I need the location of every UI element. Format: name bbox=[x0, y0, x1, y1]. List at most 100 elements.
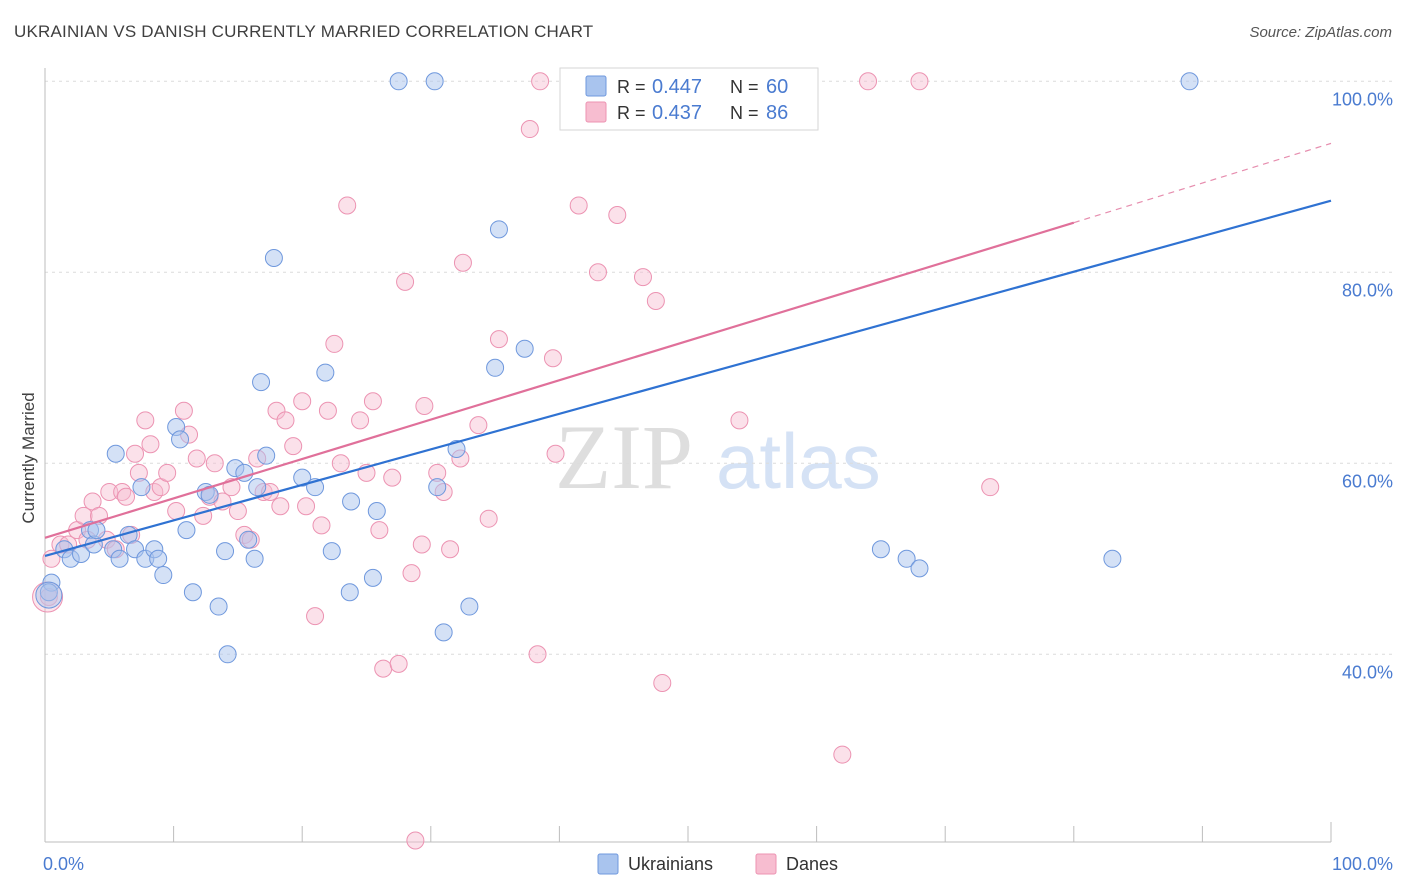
danes-point bbox=[383, 468, 402, 487]
legend-r-value-ukrainians: 0.447 bbox=[652, 76, 702, 98]
ukrainians-point bbox=[460, 597, 479, 616]
ukrainians-points bbox=[35, 72, 1199, 664]
danes-point bbox=[100, 482, 119, 501]
ukrainians-point bbox=[183, 583, 202, 602]
ukrainians-point bbox=[264, 248, 283, 267]
bottom-legend-danes: Danes bbox=[786, 854, 838, 874]
danes-point bbox=[141, 435, 160, 454]
danes-point bbox=[653, 673, 672, 692]
x-tick-label: 100.0% bbox=[1332, 854, 1393, 874]
danes-trend-extension bbox=[1073, 142, 1332, 224]
danes-point bbox=[402, 564, 421, 583]
danes-point bbox=[469, 416, 488, 435]
ukrainians-point bbox=[428, 478, 447, 497]
ukrainians-point bbox=[257, 446, 276, 465]
ukrainians-point bbox=[363, 568, 382, 587]
x-tick-labels: 0.0% 100.0% bbox=[43, 854, 1393, 874]
danes-point bbox=[374, 659, 393, 678]
y-tick-label: 100.0% bbox=[1332, 89, 1393, 109]
ukrainians-point bbox=[447, 439, 466, 458]
danes-point bbox=[633, 268, 652, 287]
ukrainians-point bbox=[239, 530, 258, 549]
danes-point bbox=[981, 478, 1000, 497]
x-tick-label: 0.0% bbox=[43, 854, 84, 874]
danes-point bbox=[479, 509, 498, 528]
legend-n-value-danes: 86 bbox=[766, 102, 788, 124]
danes-point bbox=[406, 831, 425, 850]
legend-n-value-ukrainians: 60 bbox=[766, 76, 788, 98]
series-legend: Ukrainians Danes bbox=[597, 853, 838, 875]
legend-swatch-ukrainians bbox=[585, 75, 607, 97]
danes-point bbox=[730, 411, 749, 430]
bottom-legend-swatch-danes bbox=[755, 853, 777, 875]
danes-point bbox=[370, 521, 389, 540]
danes-point bbox=[528, 645, 547, 664]
legend-n-label-ukrainians: N = bbox=[730, 77, 759, 97]
danes-point bbox=[412, 535, 431, 554]
danes-point bbox=[859, 72, 878, 91]
ukrainians-point bbox=[871, 540, 890, 559]
ukrainians-point bbox=[434, 623, 453, 642]
axes bbox=[44, 68, 1332, 843]
danes-point bbox=[318, 401, 337, 420]
ukrainians-trend-line bbox=[44, 199, 1332, 557]
danes-point bbox=[833, 745, 852, 764]
ukrainians-point bbox=[342, 492, 361, 511]
danes-point bbox=[569, 196, 588, 215]
danes-point bbox=[389, 654, 408, 673]
ukrainians-point bbox=[389, 72, 408, 91]
ukrainians-point bbox=[340, 583, 359, 602]
danes-point bbox=[205, 454, 224, 473]
danes-point bbox=[396, 272, 415, 291]
danes-point bbox=[284, 437, 303, 456]
correlation-legend: R = 0.447 N = 60 R = 0.437 N = 86 bbox=[559, 67, 819, 131]
ukrainians-point bbox=[209, 597, 228, 616]
y-tick-label: 60.0% bbox=[1342, 471, 1393, 491]
ukrainians-point bbox=[216, 542, 235, 561]
danes-trend-line bbox=[44, 221, 1075, 539]
danes-point bbox=[276, 411, 295, 430]
danes-point bbox=[608, 206, 627, 224]
trend-lines bbox=[44, 142, 1332, 557]
legend-r-value-danes: 0.437 bbox=[652, 102, 702, 124]
ukrainians-point bbox=[171, 430, 190, 449]
ukrainians-point bbox=[110, 549, 129, 568]
danes-point bbox=[415, 397, 434, 415]
danes-point bbox=[271, 497, 290, 516]
ukrainians-point bbox=[515, 339, 534, 358]
gridlines bbox=[45, 80, 1392, 655]
ukrainians-point bbox=[367, 502, 386, 521]
danes-point bbox=[174, 401, 193, 420]
ukrainians-point-large bbox=[35, 581, 63, 609]
ukrainians-point bbox=[425, 72, 444, 91]
ukrainians-point bbox=[132, 478, 151, 497]
danes-point bbox=[646, 291, 665, 310]
ukrainians-point bbox=[149, 549, 168, 568]
danes-point bbox=[338, 196, 357, 215]
danes-point bbox=[588, 263, 607, 282]
danes-point bbox=[312, 516, 331, 535]
danes-point bbox=[267, 401, 286, 420]
danes-point bbox=[136, 411, 155, 430]
danes-point bbox=[297, 497, 316, 516]
danes-point bbox=[363, 392, 382, 411]
ukrainians-point bbox=[293, 468, 312, 487]
danes-point bbox=[117, 487, 136, 506]
chart-title: UKRAINIAN VS DANISH CURRENTLY MARRIED CO… bbox=[14, 22, 594, 41]
ukrainians-point bbox=[910, 559, 929, 578]
ukrainians-point bbox=[489, 220, 508, 239]
danes-point bbox=[441, 540, 460, 559]
y-axis-label: Currently Married bbox=[19, 392, 38, 523]
y-tick-label: 40.0% bbox=[1342, 662, 1393, 682]
ukrainians-point bbox=[322, 542, 341, 561]
danes-point bbox=[531, 72, 550, 91]
danes-point bbox=[489, 330, 508, 349]
danes-point bbox=[293, 392, 312, 411]
ukrainians-point bbox=[316, 363, 335, 382]
danes-point bbox=[351, 411, 370, 430]
danes-point bbox=[520, 120, 539, 139]
ukrainians-point bbox=[248, 478, 267, 497]
legend-r-label-ukrainians: R = bbox=[617, 77, 646, 97]
danes-point bbox=[453, 253, 472, 272]
